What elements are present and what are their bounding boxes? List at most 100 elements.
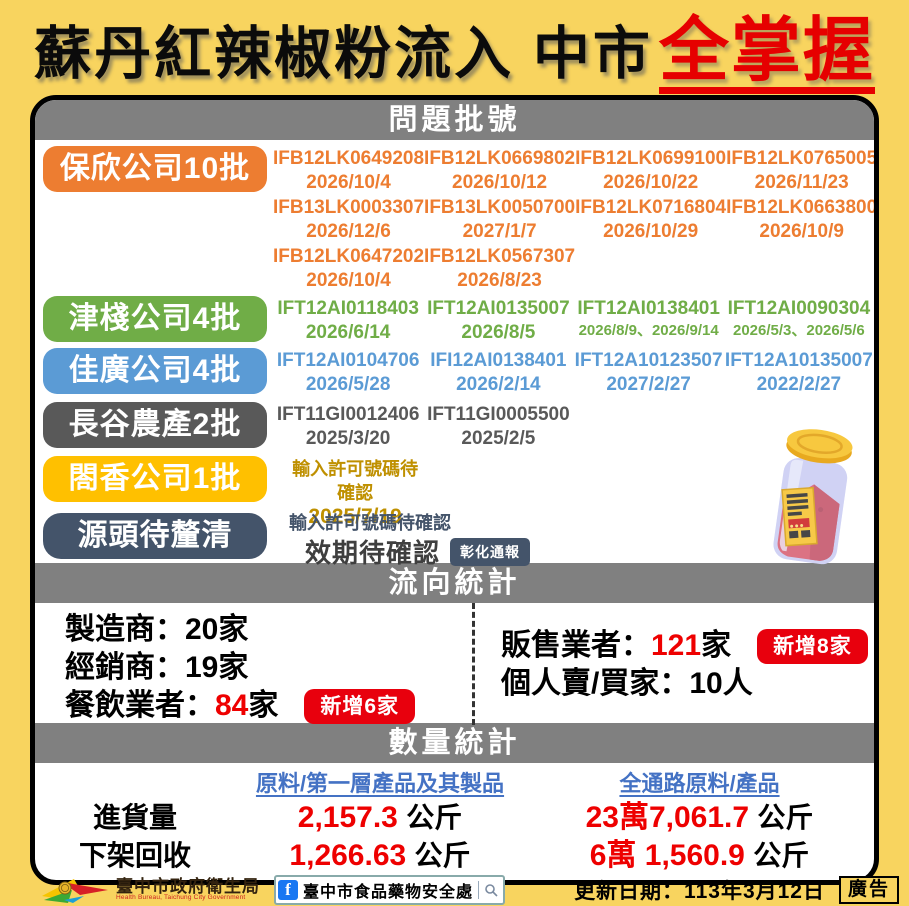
ad-label: 廣告	[838, 876, 899, 904]
quantity-unit: 公斤	[753, 840, 810, 871]
batch-date: 2026/10/29	[603, 221, 699, 242]
page-title: 蘇丹紅辣椒粉流入 中市 全掌握	[0, 2, 909, 94]
batch-code: IFT12AI0135007	[427, 298, 570, 319]
quantity-section-header: 數量統計	[35, 723, 874, 763]
batch-code: IFT12A10135007	[724, 350, 873, 371]
batch-entry: IFB12LK0699100 2026/10/22	[575, 147, 726, 195]
stat-label: 販售業者：	[501, 629, 651, 662]
stat-sellers: 販售業者： 121 家 新增8家	[501, 627, 874, 665]
batch-column: IFT12A10123507 2027/2/27	[574, 342, 724, 397]
batch-code: IFT11GI0012406	[276, 404, 420, 425]
main-panel: 問題批號 保欣公司10批 IFB12LK0649208 2026/10/4 IF…	[30, 95, 879, 885]
batch-column: IFT12AI0090304 2026/5/3、2026/5/6	[724, 290, 874, 341]
company-badge: 津棧公司4批	[43, 296, 267, 342]
title-main: 蘇丹紅辣椒粉流入 中市	[34, 22, 653, 87]
batch-column: IFB12LK0699100 2026/10/22 IFB12LK0716804…	[575, 140, 726, 244]
source-note-line1: 輸入許可號碼待確認	[289, 513, 451, 533]
stat-value: 121	[651, 629, 702, 662]
quantity-row-label: 進貨量	[92, 802, 177, 833]
batch-column: 輸入許可號碼待確認 2025/7/19	[273, 450, 423, 529]
title-highlight: 全掌握	[658, 15, 875, 94]
batch-entry: IFI12AI0138401 2026/2/14	[430, 349, 566, 397]
flow-stats: 製造商： 20 家 經銷商： 19 家 餐飲業者： 84 家 新增6家 販售業者： 121 家 …	[35, 603, 874, 725]
batch-code: IFT12AI0090304	[727, 298, 871, 319]
batch-column: IFT11GI0005500 2025/2/5	[423, 396, 573, 451]
batch-code: IFB12LK0669802	[424, 148, 576, 169]
batch-entry: IFB12LK0663800 2026/10/9	[726, 196, 874, 244]
facebook-search-box[interactable]: f 臺中市食品藥物安全處	[274, 875, 506, 905]
company-badge: 閤香公司1批	[43, 456, 267, 502]
batch-entry: 輸入許可號碼待確認 2025/7/19	[287, 457, 423, 529]
batch-date: 2026/10/4	[306, 172, 391, 193]
stat-label: 經銷商：	[65, 651, 185, 684]
batch-date: 2026/10/22	[603, 172, 699, 193]
batch-date: 2027/2/27	[606, 374, 691, 395]
quantity-col1-header: 原料/第一層產品及其製品	[255, 771, 505, 796]
batch-code: IFB12LK0699100	[575, 148, 727, 169]
new-count-badge: 新增8家	[757, 628, 868, 664]
batch-column: IFI12AI0138401 2026/2/14	[423, 342, 573, 397]
company-row-baoxin: 保欣公司10批 IFB12LK0649208 2026/10/4 IFB13LK…	[35, 140, 878, 293]
source-note-line2: 效期待確認	[305, 538, 441, 568]
batch-code: IFB12LK0765005	[726, 148, 878, 169]
company-badge: 保欣公司10批	[43, 146, 267, 192]
batch-entry: IFB13LK0003307 2026/12/6	[273, 196, 424, 244]
batch-column: IFT12AI0118403 2026/6/14	[273, 290, 423, 345]
stat-value: 10	[689, 667, 723, 700]
stat-value: 20	[185, 613, 219, 646]
health-bureau-logo-icon	[42, 879, 108, 903]
quantity-unit: 公斤	[757, 802, 814, 833]
batch-column: IFB12LK0765005 2026/11/23 IFB12LK0663800…	[726, 140, 878, 244]
batch-date: 2025/2/5	[461, 428, 536, 449]
batch-entry: IFB12LK0765005 2026/11/23	[726, 147, 878, 195]
facebook-page-name: 臺中市食品藥物安全處	[303, 884, 474, 901]
batch-date: 2026/8/23	[457, 270, 542, 291]
company-badge: 佳廣公司4批	[43, 348, 267, 394]
bureau-subtitle: Health Bureau, Taichung City Government	[116, 894, 246, 902]
quantity-table: 原料/第一層產品及其製品 全通路原料/產品 進貨量 2,157.3 公斤 23萬…	[35, 763, 874, 875]
batch-date: 2026/10/4	[306, 270, 391, 291]
changhua-report-tag: 彰化通報	[450, 537, 531, 566]
batch-section-header: 問題批號	[35, 100, 874, 140]
quantity-col2-header: 全通路原料/產品	[619, 771, 780, 796]
stat-restaurants: 餐飲業者： 84 家 新增6家	[65, 687, 472, 725]
quantity-number: 1,266.63	[289, 839, 407, 872]
stat-individuals: 個人賣/買家： 10 人	[501, 665, 874, 703]
batch-column: IFT12AI0135007 2026/8/5	[423, 290, 573, 345]
batch-entry: IFB12LK0669802 2026/10/12	[424, 147, 575, 195]
stat-unit: 家	[248, 689, 279, 722]
batch-entry: IFT12AI0104706 2026/5/28	[277, 349, 420, 397]
batch-date: 2026/8/5	[461, 322, 536, 343]
stat-label: 個人賣/買家：	[501, 667, 690, 700]
chili-powder-jar-icon	[773, 429, 853, 565]
quantity-unit: 公斤	[414, 840, 471, 871]
quantity-value: 2,157.3 公斤	[235, 799, 525, 837]
batch-code: IFB12LK0649208	[273, 148, 425, 169]
batch-date: 2026/10/9	[759, 221, 844, 242]
batch-entry: IFT12AI0135007 2026/8/5	[427, 297, 570, 345]
batch-entry: IFB12LK0649208 2026/10/4	[273, 147, 424, 195]
batch-column: IFB12LK0649208 2026/10/4 IFB13LK0003307 …	[273, 140, 424, 293]
batch-code: IFI12AI0138401	[430, 350, 567, 371]
quantity-corner-spacer	[35, 769, 235, 799]
batch-entry: IFB13LK0050700 2027/1/7	[424, 196, 575, 244]
batch-code: IFB12LK0647202	[273, 246, 425, 267]
batch-code: IFB12LK0716804	[575, 197, 727, 218]
batch-entry: IFT12AI0090304 2026/5/3、2026/5/6	[728, 297, 871, 341]
flow-section-header: 流向統計	[35, 563, 874, 603]
batch-date: 2026/6/14	[305, 322, 391, 343]
company-badge: 源頭待釐清	[43, 513, 267, 559]
flow-stats-left: 製造商： 20 家 經銷商： 19 家 餐飲業者： 84 家 新增6家	[35, 603, 472, 725]
batch-area: 保欣公司10批 IFB12LK0649208 2026/10/4 IFB13LK…	[35, 140, 878, 568]
stat-distributors: 經銷商： 19 家	[65, 649, 472, 687]
batch-column: IFT12AI0138401 2026/8/9、2026/9/14	[574, 290, 724, 341]
stat-unit: 家	[218, 651, 249, 684]
batch-code: IFB12LK0567307	[424, 246, 576, 267]
facebook-icon: f	[278, 880, 298, 900]
batch-code: IFB13LK0003307	[273, 197, 425, 218]
stat-label: 製造商：	[65, 613, 185, 646]
batch-date: 2026/12/6	[306, 221, 391, 242]
quantity-value: 6萬 1,560.9 公斤	[525, 837, 874, 875]
company-row-source-unclear: 源頭待釐清 輸入許可號碼待確認 效期待確認 彰化通報	[35, 507, 874, 568]
